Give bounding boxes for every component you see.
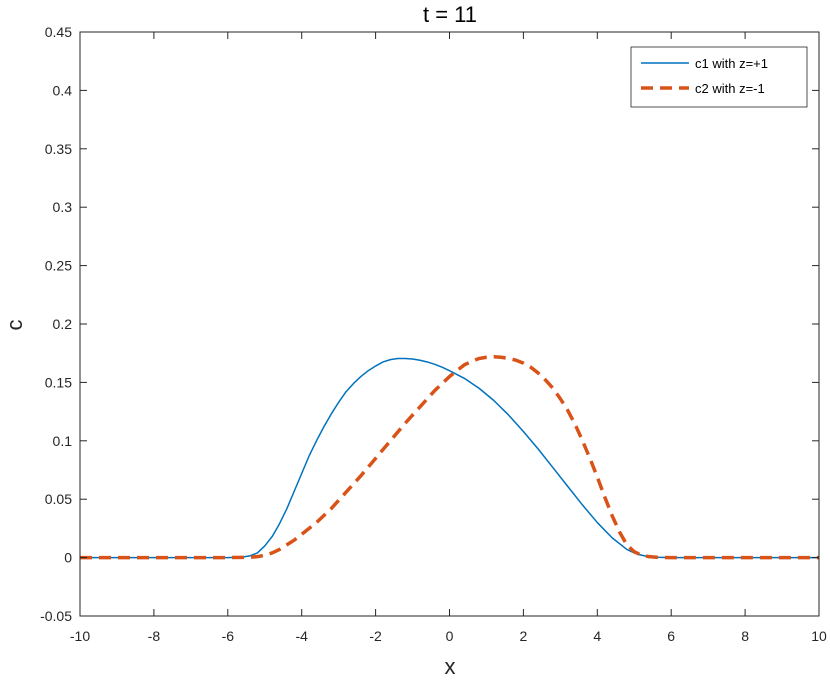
- x-tick-label: -10: [70, 628, 90, 644]
- y-tick-label: 0.25: [45, 258, 72, 274]
- y-tick-label: 0.1: [53, 433, 73, 449]
- x-tick-label: 0: [446, 628, 454, 644]
- x-tick-label: 4: [593, 628, 601, 644]
- ticks-layer: -10 -8 -6 -4 -2 0 2 4 6 8 10 -0.05 0 0.05 0.1 0.15 0.2 0.…: [40, 24, 827, 644]
- legend: c1 with z=+1 c2 with z=-1: [630, 46, 808, 108]
- plot-area: [80, 32, 819, 616]
- y-tick-label: 0.15: [45, 374, 72, 390]
- x-tick-label: 2: [520, 628, 528, 644]
- y-tick-label: 0.05: [45, 491, 72, 507]
- series-layer: [80, 354, 819, 560]
- x-axis-label: x: [445, 654, 456, 679]
- y-tick-label: 0.2: [53, 316, 73, 332]
- x-tick-label: -2: [369, 628, 382, 644]
- chart-title: t = 11: [423, 2, 477, 27]
- legend-box: [630, 46, 808, 108]
- x-tick-label: 6: [667, 628, 675, 644]
- y-axis-label: c: [2, 320, 27, 331]
- x-tick-label: -4: [295, 628, 308, 644]
- y-tick-label: 0: [64, 550, 72, 566]
- y-tick-label: -0.05: [40, 608, 72, 624]
- legend-label-c1: c1 with z=+1: [695, 56, 768, 71]
- x-tick-label: 8: [741, 628, 749, 644]
- y-tick-label: 0.45: [45, 24, 72, 40]
- legend-label-c2: c2 with z=-1: [695, 81, 765, 96]
- series-line-2: [80, 354, 819, 560]
- y-tick-label: 0.3: [53, 199, 73, 215]
- series-line-1: [80, 357, 819, 559]
- x-tick-label: -6: [222, 628, 235, 644]
- x-tick-label: 10: [811, 628, 827, 644]
- y-tick-label: 0.4: [53, 82, 73, 98]
- x-tick-label: -8: [148, 628, 161, 644]
- y-tick-label: 0.35: [45, 141, 72, 157]
